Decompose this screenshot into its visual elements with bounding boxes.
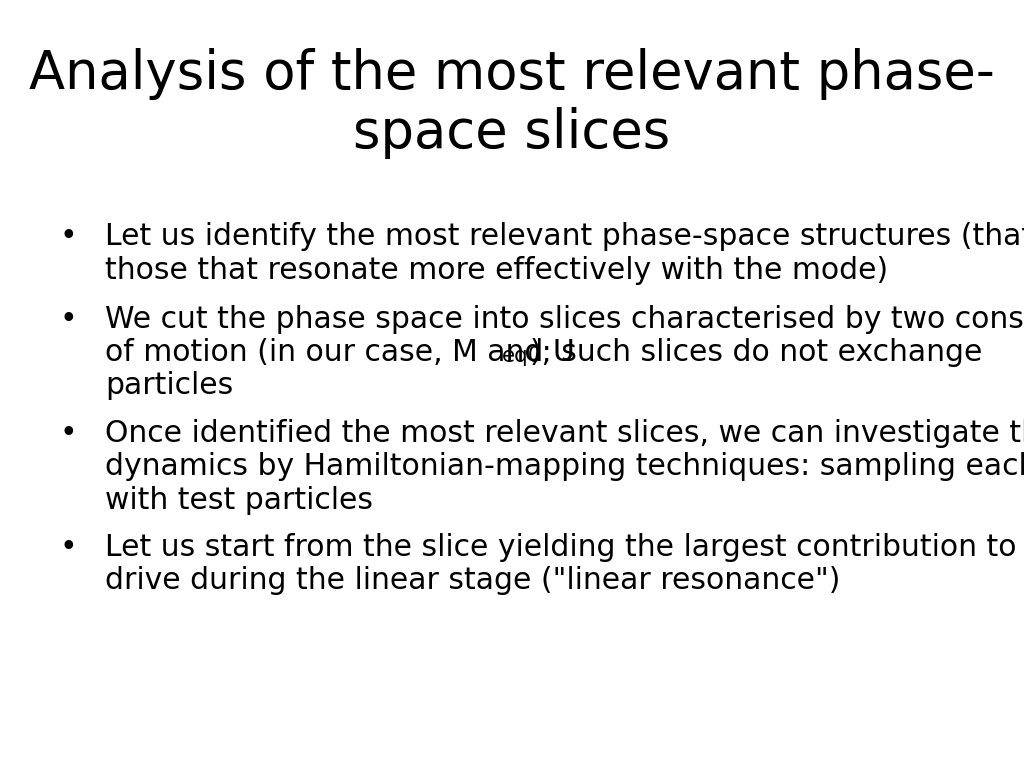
Text: •: • (59, 305, 77, 333)
Text: ); such slices do not exchange: ); such slices do not exchange (530, 338, 983, 367)
Text: space slices: space slices (353, 107, 671, 159)
Text: •: • (59, 532, 77, 561)
Text: Once identified the most relevant slices, we can investigate their
dynamics by H: Once identified the most relevant slices… (105, 419, 1024, 515)
Text: Analysis of the most relevant phase-: Analysis of the most relevant phase- (29, 48, 995, 100)
Text: Let us start from the slice yielding the largest contribution to the
drive durin: Let us start from the slice yielding the… (105, 532, 1024, 595)
Text: Let us identify the most relevant phase-space structures (that is,
those that re: Let us identify the most relevant phase-… (105, 222, 1024, 285)
Text: •: • (59, 222, 77, 251)
Text: •: • (59, 419, 77, 448)
Text: of motion (in our case, M and U: of motion (in our case, M and U (105, 338, 574, 367)
Text: particles: particles (105, 371, 233, 400)
Text: eq0: eq0 (502, 346, 542, 366)
Text: We cut the phase space into slices characterised by two constants: We cut the phase space into slices chara… (105, 305, 1024, 333)
